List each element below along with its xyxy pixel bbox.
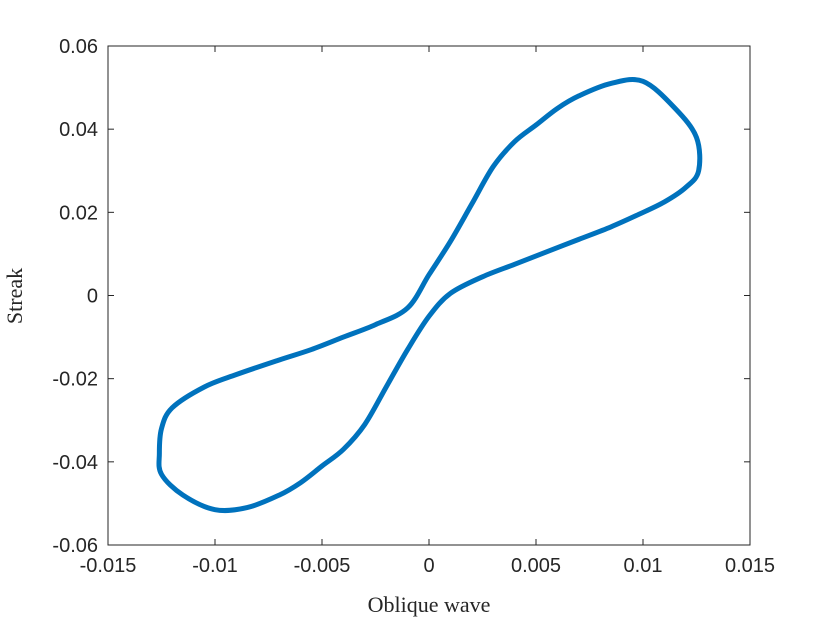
x-tick-label: 0.01 xyxy=(624,555,663,577)
axis-ticks xyxy=(107,45,751,546)
plot-area xyxy=(107,45,751,546)
x-tick-label: -0.01 xyxy=(192,555,238,577)
series-line xyxy=(156,77,703,514)
y-tick-label: -0.04 xyxy=(52,452,98,474)
x-tick-label: -0.015 xyxy=(80,555,137,577)
x-tick-label: 0.015 xyxy=(725,555,775,577)
y-axis-label: Streak xyxy=(2,268,27,324)
y-tick-labels: -0.06 -0.04 -0.02 0 0.02 0.04 0.06 xyxy=(52,36,98,557)
x-tick-label: -0.005 xyxy=(294,555,351,577)
x-tick-label: 0 xyxy=(423,555,434,577)
y-tick-label: 0 xyxy=(87,286,98,308)
x-tick-label: 0.005 xyxy=(511,555,561,577)
y-tick-label: -0.02 xyxy=(52,369,98,391)
x-tick-labels: -0.015 -0.01 -0.005 0 0.005 0.01 0.015 xyxy=(80,555,775,577)
x-axis-label: Oblique wave xyxy=(368,592,491,617)
y-tick-label: 0.06 xyxy=(59,36,98,58)
y-tick-label: 0.02 xyxy=(59,202,98,224)
y-tick-label: -0.06 xyxy=(52,535,98,557)
y-tick-label: 0.04 xyxy=(59,119,98,141)
